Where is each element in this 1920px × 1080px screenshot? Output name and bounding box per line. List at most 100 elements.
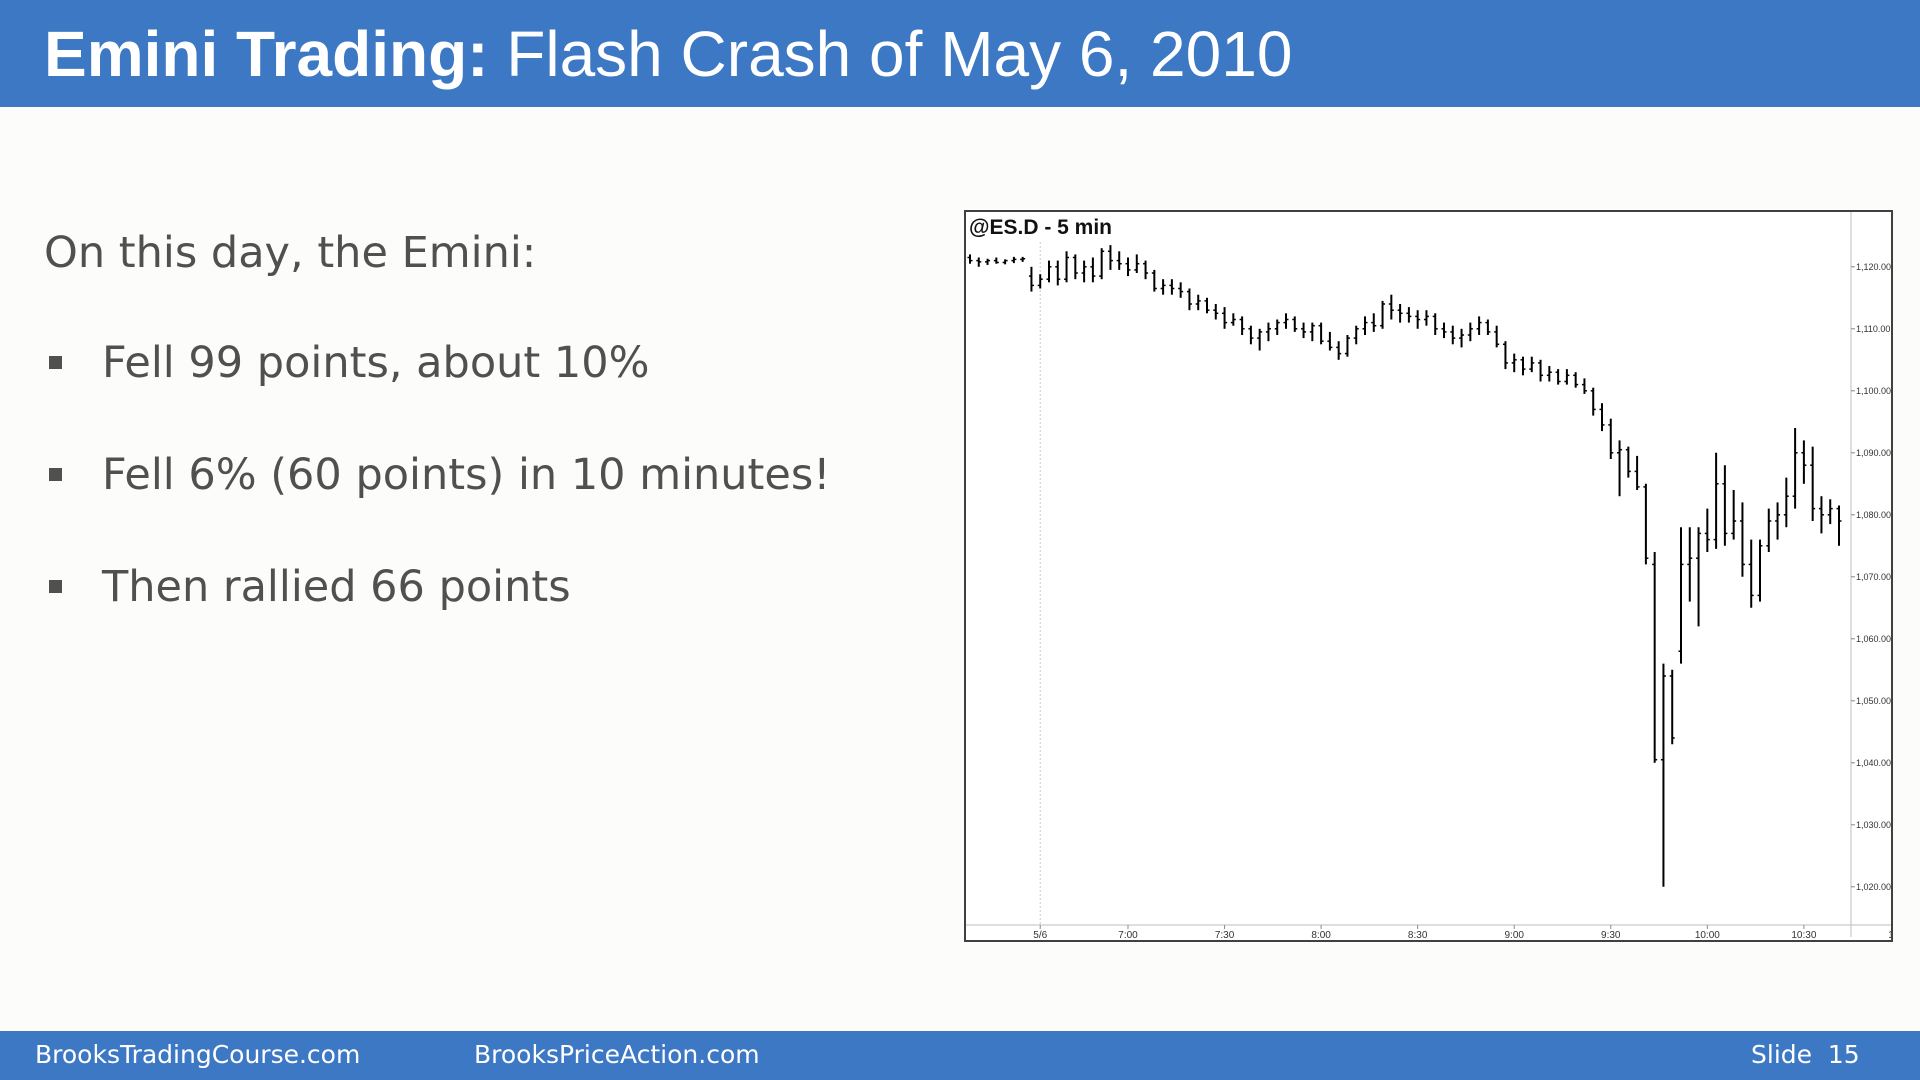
ohlc-bar (1380, 300, 1386, 329)
ohlc-bar (1643, 483, 1649, 565)
slide-title-rest: Flash Crash of May 6, 2010 (488, 18, 1293, 90)
ohlc-bar (1502, 341, 1508, 370)
ohlc-bar (1739, 502, 1745, 577)
ohlc-bar (1028, 266, 1034, 292)
chart-title: @ES.D - 5 min (969, 216, 1113, 239)
ohlc-bar (1581, 378, 1587, 394)
ohlc-bar (1704, 508, 1710, 552)
y-tick-label: 1,040.00 (1856, 758, 1891, 768)
ohlc-bar (1134, 254, 1140, 273)
ohlc-bar (1081, 260, 1087, 283)
ohlc-bar (1072, 254, 1078, 280)
ohlc-bar (1792, 428, 1798, 509)
ohlc-bar (1362, 316, 1368, 335)
y-tick-label: 1,080.00 (1856, 510, 1891, 520)
ohlc-bar (1617, 440, 1623, 497)
footer-site-left[interactable]: BrooksTradingCourse.com (35, 1040, 361, 1069)
ohlc-bar (1748, 539, 1754, 608)
ohlc-bar (1634, 455, 1640, 490)
ohlc-bar (1546, 366, 1552, 382)
ohlc-bar (1696, 527, 1702, 627)
slide-title: Emini Trading: Flash Crash of May 6, 201… (44, 14, 1292, 94)
ohlc-bar (1423, 310, 1429, 326)
ohlc-bar (1678, 527, 1684, 664)
ohlc-bar (1608, 418, 1614, 459)
ohlc-bar (1283, 313, 1289, 329)
x-tick-label: 7:30 (1215, 930, 1235, 940)
ohlc-bar (1037, 274, 1043, 289)
ohlc-bar (1160, 279, 1166, 295)
intro-text: On this day, the Emini: (44, 228, 537, 278)
y-tick-label: 1,070.00 (1856, 572, 1891, 582)
ohlc-bar (1731, 490, 1737, 540)
ohlc-bar (1494, 325, 1500, 348)
x-tick-label: 8:30 (1408, 930, 1428, 940)
ohlc-bar (1818, 496, 1824, 534)
ohlc-bar (1511, 353, 1517, 373)
ohlc-bar (1265, 322, 1271, 342)
ohlc-bar (1783, 477, 1789, 528)
ohlc-bar (1169, 279, 1175, 295)
ohlc-bar (1099, 248, 1105, 280)
ohlc-bar (1660, 663, 1666, 887)
ohlc-bar (1116, 251, 1122, 270)
ohlc-bar (1344, 335, 1350, 357)
ohlc-bar (1107, 245, 1113, 270)
bullet-text: Fell 99 points, about 10% (102, 338, 650, 388)
ohlc-bar (1046, 260, 1052, 283)
ohlc-bar (1292, 316, 1298, 332)
ohlc-bar (1406, 307, 1412, 323)
footer-site-middle[interactable]: BrooksPriceAction.com (474, 1040, 760, 1069)
ohlc-bar (1055, 260, 1061, 286)
ohlc-bar (1020, 256, 1026, 262)
ohlc-bar (1151, 269, 1157, 292)
y-tick-label: 1,020.00 (1856, 882, 1891, 892)
ohlc-bar (1309, 322, 1315, 342)
ohlc-bar (1687, 527, 1693, 602)
ohlc-bar (1248, 325, 1254, 345)
ohlc-bar (1467, 322, 1473, 342)
ohlc-bar (1222, 307, 1228, 329)
ohlc-bar (1564, 369, 1570, 385)
ohlc-bar (1178, 282, 1184, 298)
ohlc-bar (1090, 257, 1096, 283)
ohlc-bar (1213, 304, 1219, 320)
ohlc-bar (1722, 465, 1728, 546)
ohlc-bar (1669, 669, 1675, 745)
ohlc-bar (985, 258, 991, 265)
ohlc-bar (1064, 251, 1070, 283)
ohlc-bar (1415, 310, 1421, 329)
y-tick-label: 1,030.00 (1856, 820, 1891, 830)
ohlc-bar (1555, 369, 1561, 385)
ohlc-bar (1450, 325, 1456, 345)
ohlc-bar (1459, 328, 1465, 348)
ohlc-bar (1652, 552, 1658, 763)
footer-bar: BrooksTradingCourse.com BrooksPriceActio… (0, 1031, 1920, 1080)
ohlc-bar (1204, 297, 1210, 314)
ohlc-bar (1257, 328, 1263, 351)
ohlc-bar (1775, 502, 1781, 540)
ohlc-bar (1766, 508, 1772, 552)
y-tick-label: 1,090.00 (1856, 448, 1891, 458)
ohlc-bar (1713, 452, 1719, 549)
ohlc-bar (1801, 440, 1807, 484)
ohlc-bar (967, 254, 973, 264)
x-tick-label: 9:00 (1504, 930, 1524, 940)
ohlc-bar (976, 257, 982, 267)
price-chart-svg: 1,020.00 1,030.00 1,040.00 1,050.00 1,060.00… (966, 212, 1891, 940)
ohlc-bar (1125, 257, 1131, 277)
ohlc-bar (1485, 319, 1491, 335)
bullet-square-icon (49, 580, 62, 593)
ohlc-bar (1529, 356, 1535, 373)
x-tick-label: 10:00 (1695, 930, 1720, 940)
slide-title-bold: Emini Trading: (44, 18, 489, 90)
ohlc-bar (1599, 403, 1605, 432)
ohlc-bar (1371, 313, 1377, 332)
ohlc-bar (1441, 322, 1447, 339)
ohlc-bar (1301, 322, 1307, 339)
bullet-text: Fell 6% (60 points) in 10 minutes! (102, 450, 831, 500)
ohlc-bar (1143, 260, 1149, 280)
ohlc-bar (1520, 356, 1526, 376)
ohlc-bar (1625, 446, 1631, 478)
bullet-text: Then rallied 66 points (102, 562, 571, 612)
